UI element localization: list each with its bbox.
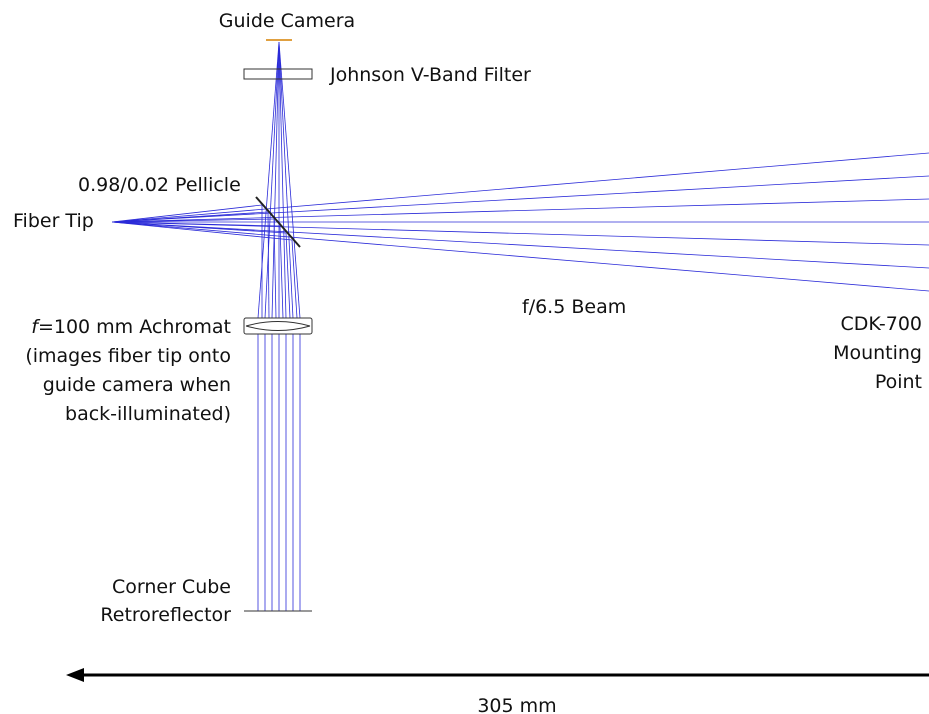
pellicle-beamsplitter xyxy=(255,196,301,248)
achromat-focal-symbol: f xyxy=(31,316,41,338)
mount-label-line1: CDK-700 xyxy=(841,313,922,335)
achromat-label-line3: guide camera when xyxy=(43,374,231,396)
guide-ray xyxy=(271,41,280,319)
retro-label-line2: Retroreflector xyxy=(100,604,231,626)
reflected-ray xyxy=(111,218,275,223)
beam-label: f/6.5 Beam xyxy=(522,296,626,318)
ray-bundle xyxy=(111,41,929,611)
mount-label-line3: Point xyxy=(875,371,922,393)
reflected-ray xyxy=(111,211,269,223)
guide-ray xyxy=(257,41,280,319)
scale-arrow xyxy=(66,668,929,682)
retro-label-line1: Corner Cube xyxy=(112,576,231,598)
guide-ray xyxy=(278,41,287,319)
reflected-ray xyxy=(111,204,263,223)
guide-camera-label: Guide Camera xyxy=(219,10,355,32)
reflected-ray xyxy=(111,221,287,234)
achromat-label-line1: f=100 mm Achromat xyxy=(31,316,231,338)
mount-label-line2: Mounting xyxy=(833,342,922,364)
beam-ray xyxy=(111,221,929,269)
v-band-filter xyxy=(243,68,313,80)
pellicle-ray xyxy=(273,218,277,319)
guide-ray xyxy=(278,41,301,319)
pellicle-ray xyxy=(285,232,291,319)
pellicle-ray xyxy=(279,225,284,319)
filter-label: Johnson V-Band Filter xyxy=(329,64,531,86)
guide-ray xyxy=(264,41,280,319)
fiber-tip-label: Fiber Tip xyxy=(13,210,94,232)
beam-ray xyxy=(111,175,929,223)
beam-ray xyxy=(111,152,929,223)
achromat-lens xyxy=(243,317,313,335)
scale-label: 305 mm xyxy=(477,695,556,714)
pellicle-label: 0.98/0.02 Pellicle xyxy=(78,174,241,196)
achromat-focal-value: =100 mm Achromat xyxy=(38,316,231,338)
beam-ray xyxy=(111,221,929,292)
achromat-label-line2: (images fiber tip onto xyxy=(25,345,231,367)
achromat-label-line4: back-illuminated) xyxy=(65,403,231,425)
beam-ray xyxy=(111,221,929,246)
beam-ray xyxy=(111,198,929,223)
pellicle-ray xyxy=(291,239,298,319)
guide-ray xyxy=(278,41,294,319)
pellicle-ray xyxy=(267,211,270,319)
reflected-ray xyxy=(111,221,281,227)
